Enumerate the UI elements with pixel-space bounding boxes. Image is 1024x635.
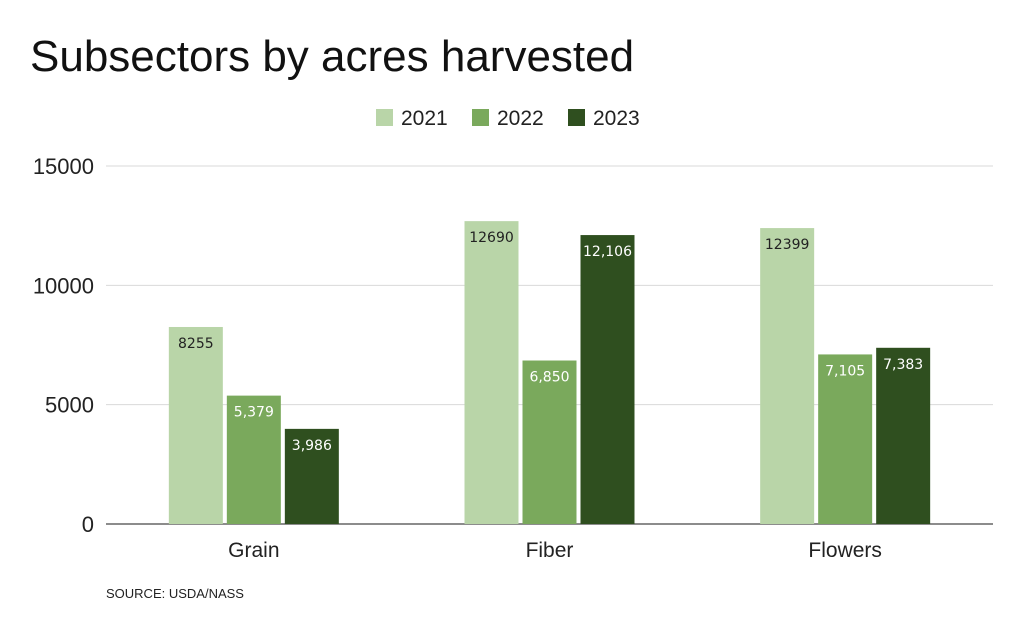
- bar: [876, 347, 931, 524]
- legend-label: 2021: [401, 107, 448, 130]
- legend: 2021 2022 2023: [376, 107, 640, 130]
- legend-label: 2023: [593, 107, 640, 130]
- bar: [760, 228, 815, 524]
- data-label: 3,986: [292, 438, 332, 454]
- x-tick-label: Fiber: [526, 539, 574, 562]
- legend-swatch: [376, 109, 393, 126]
- legend-label: 2022: [497, 107, 544, 130]
- chart-title: Subsectors by acres harvested: [30, 32, 635, 81]
- bar: [284, 428, 339, 524]
- data-label: 12399: [765, 237, 810, 253]
- x-axis-ticks: Grain Fiber Flowers: [228, 539, 882, 562]
- y-axis-ticks: 0 5000 10000 15000: [33, 154, 94, 537]
- bar: [464, 221, 519, 524]
- legend-swatch: [472, 109, 489, 126]
- bars: 8255 5,379 3,986 12690 6,850 12,106 12399 7,105…: [168, 221, 931, 524]
- source-note: SOURCE: USDA/NASS: [106, 586, 244, 601]
- legend-swatch: [568, 109, 585, 126]
- data-label: 7,383: [883, 357, 923, 373]
- x-tick-label: Flowers: [808, 539, 882, 562]
- bar: [168, 326, 223, 524]
- data-label: 8255: [178, 336, 214, 352]
- data-label: 7,105: [825, 363, 865, 379]
- data-label: 6,850: [529, 370, 569, 386]
- y-tick-label: 10000: [33, 273, 94, 298]
- y-tick-label: 15000: [33, 154, 94, 179]
- data-label: 12,106: [583, 244, 632, 260]
- bar: [522, 360, 577, 524]
- y-tick-label: 5000: [45, 393, 94, 418]
- bar: [580, 235, 635, 524]
- bar: [226, 395, 281, 524]
- x-tick-label: Grain: [228, 539, 279, 562]
- bar: [818, 354, 873, 524]
- y-tick-label: 0: [82, 512, 94, 537]
- data-label: 5,379: [234, 405, 274, 421]
- data-label: 12690: [469, 230, 514, 246]
